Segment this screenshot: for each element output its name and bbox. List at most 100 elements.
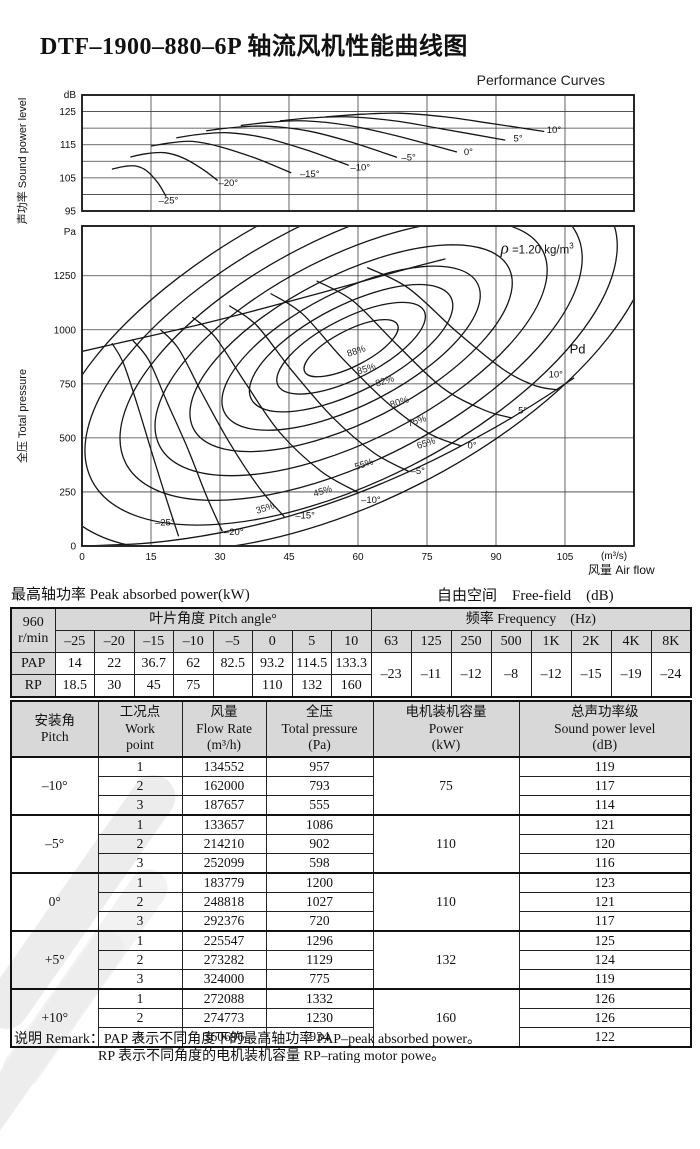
- flow-rate-cell: 252099: [181, 853, 267, 874]
- chart-label: 10°: [549, 369, 564, 380]
- work-point-cell: 2: [97, 950, 183, 970]
- sound-level-cell: 123: [518, 872, 692, 893]
- chart-label: –5°: [401, 153, 416, 164]
- pitch-cell: –5°: [10, 814, 99, 874]
- remark-line-1: 说明 Remark：PAP 表示不同角度下的最高轴功率 PAP–peak abs…: [14, 1032, 482, 1047]
- pitch-angle-column-header: 5: [291, 630, 332, 653]
- chart-label: 250: [59, 487, 76, 498]
- pressure-cell: 598: [265, 853, 374, 874]
- flow-rate-cell: 187657: [181, 795, 267, 816]
- sound-level-cell: 121: [518, 814, 692, 835]
- sound-level-cell: 122: [518, 1027, 692, 1048]
- power-cell: 75: [372, 756, 520, 816]
- chart-label: 15: [145, 552, 157, 563]
- pitch-angle-column-header: –15: [133, 630, 174, 653]
- sound-level-cell: 121: [518, 892, 692, 912]
- rp-value: 160: [331, 674, 372, 698]
- frequency-header: 频率 Frequency (Hz): [370, 607, 692, 631]
- frequency-correction-value: –19: [610, 652, 652, 698]
- column-header: 风量 Flow Rate (m³/h): [181, 700, 267, 758]
- column-header: 总声功率级 Sound power level (dB): [518, 700, 692, 758]
- work-point-cell: 2: [97, 1008, 183, 1028]
- chart-frame: [81, 94, 635, 212]
- chart-label: –15°: [300, 169, 320, 180]
- pap-value: 93.2: [252, 652, 293, 675]
- pitch-cell: 0°: [10, 872, 99, 932]
- flow-rate-cell: 248818: [181, 892, 267, 912]
- frequency-correction-value: –24: [650, 652, 692, 698]
- chart-label: –20°: [224, 527, 244, 538]
- chart-label: 0°: [468, 441, 477, 452]
- pressure-curve-0°: [270, 292, 462, 447]
- flow-rate-cell: 324000: [181, 969, 267, 990]
- sound-curve-10°: [325, 112, 545, 133]
- pressure-curve-–15°: [159, 328, 285, 518]
- pap-value: 114.5: [291, 652, 332, 675]
- pap-value: 62: [173, 652, 214, 675]
- column-header: 安装角 Pitch: [10, 700, 99, 758]
- chart-label: 45%: [312, 483, 334, 500]
- pressure-cell: 1129: [265, 950, 374, 970]
- peak-power-caption: 最高轴功率 Peak absorbed power(kW): [11, 587, 250, 603]
- pap-value: 133.3: [331, 652, 372, 675]
- sound-curve-5°: [279, 116, 506, 141]
- chart-label: 45: [283, 552, 295, 563]
- chart-label: Pa: [64, 227, 77, 238]
- sound-curve-–15°: [150, 140, 292, 174]
- chart-label: 750: [59, 379, 76, 390]
- flow-rate-cell: 272088: [181, 988, 267, 1009]
- row-label-rp: RP: [10, 674, 56, 698]
- sound-level-cell: 124: [518, 950, 692, 970]
- efficiency-contour-65%: [154, 227, 548, 477]
- frequency-correction-value: –11: [410, 652, 452, 698]
- chart-label: 75%: [406, 413, 428, 430]
- frequency-column-header: 4K: [610, 630, 652, 653]
- column-header: 全压 Total pressure (Pa): [265, 700, 374, 758]
- chart-label: 88%: [346, 343, 368, 360]
- frequency-correction-value: –12: [450, 652, 492, 698]
- chart-label: 90: [490, 552, 502, 563]
- sound-level-cell: 117: [518, 776, 692, 796]
- chart-label: (m³/s): [601, 551, 627, 562]
- pitch-angle-column-header: –25: [54, 630, 95, 653]
- pressure-cell: 775: [265, 969, 374, 990]
- chart-label: –25°: [159, 196, 179, 207]
- work-point-cell: 1: [97, 814, 183, 835]
- work-point-cell: 3: [97, 853, 183, 874]
- efficiency-contour-85%: [276, 301, 427, 395]
- work-point-cell: 1: [97, 756, 183, 777]
- chart-label: 1250: [54, 271, 77, 282]
- pitch-cell: –10°: [10, 756, 99, 816]
- efficiency-contour-55%: [119, 227, 583, 502]
- sound-level-cell: 119: [518, 756, 692, 777]
- performance-charts: 95 105 115 125 dB 声功率 Sound power level –25° –2…: [15, 90, 655, 577]
- pressure-curve-–5°: [228, 305, 409, 472]
- efficiency-contour-88%: [303, 319, 399, 378]
- work-point-cell: 2: [97, 892, 183, 912]
- efficiency-contour-35%: [83, 227, 633, 545]
- column-header: 电机装机容量 Power (kW): [372, 700, 520, 758]
- performance-data-table: 安装角 Pitch 工况点 Work point 风量 Flow Rate (m³/h) 全压 T…: [10, 700, 692, 1048]
- chart-label: –20°: [218, 178, 238, 189]
- efficiency-contour-75%: [189, 244, 513, 453]
- chart-label: 85%: [356, 361, 378, 378]
- chart-label: 风量 Air flow: [588, 563, 655, 577]
- rp-value: 18.5: [54, 674, 95, 698]
- pressure-cell: 555: [265, 795, 374, 816]
- chart-label: 0°: [464, 147, 473, 158]
- sound-level-cell: 120: [518, 834, 692, 854]
- chart-label: 5°: [518, 406, 527, 417]
- pressure-cell: 1200: [265, 872, 374, 893]
- pitch-angle-column-header: –10: [173, 630, 214, 653]
- chart-label: 全压 Total pressure: [15, 369, 29, 463]
- chart-label: dB: [64, 90, 77, 101]
- rp-value: 30: [94, 674, 135, 698]
- power-cell: 110: [372, 814, 520, 874]
- sound-level-cell: 119: [518, 969, 692, 990]
- frequency-column-header: 2K: [570, 630, 612, 653]
- power-cell: 110: [372, 872, 520, 932]
- frequency-correction-value: –23: [370, 652, 412, 698]
- chart-label: –25°: [155, 517, 175, 528]
- power-cell: 160: [372, 988, 520, 1048]
- pd-curve: [92, 377, 575, 545]
